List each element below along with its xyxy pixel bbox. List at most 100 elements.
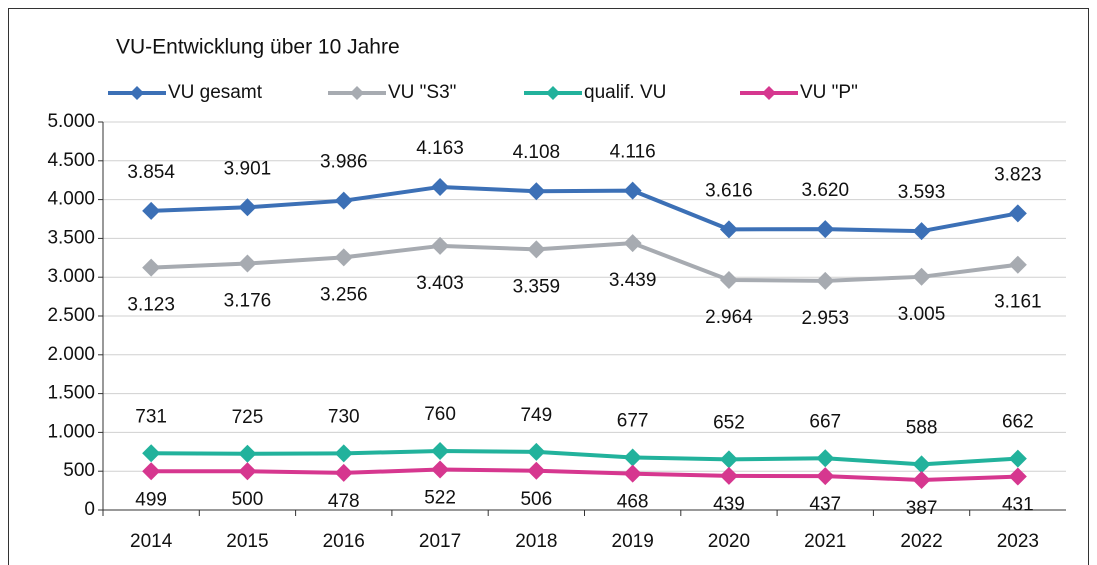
data-point	[142, 462, 161, 481]
data-point	[912, 455, 931, 474]
data-point	[527, 442, 546, 461]
y-tick-label: 0	[84, 499, 95, 520]
y-tick-label: 2.500	[47, 305, 95, 326]
x-tick-label: 2014	[130, 531, 173, 552]
data-label: 3.439	[609, 270, 657, 291]
data-point	[142, 258, 161, 277]
x-tick-label: 2022	[900, 531, 942, 552]
data-label: 2.964	[705, 307, 753, 328]
data-point	[431, 442, 450, 461]
series-line	[151, 467, 1018, 482]
data-label: 731	[135, 406, 167, 427]
data-point	[719, 466, 738, 485]
legend-label: VU gesamt	[168, 82, 263, 103]
data-point	[623, 464, 642, 483]
data-point	[623, 448, 642, 467]
data-label: 725	[232, 407, 264, 428]
data-point	[142, 444, 161, 463]
data-point	[142, 201, 161, 220]
data-label: 499	[135, 489, 167, 510]
data-point	[816, 271, 835, 290]
data-label: 652	[713, 412, 745, 433]
series-line	[151, 184, 1019, 234]
data-point	[527, 182, 546, 201]
data-label: 4.116	[610, 142, 656, 163]
data-label: 3.823	[994, 164, 1042, 185]
data-point	[238, 462, 257, 481]
data-point	[1008, 449, 1027, 468]
data-label: 3.616	[705, 180, 753, 201]
data-point	[527, 240, 546, 259]
x-tick-label: 2023	[997, 531, 1039, 552]
data-label: 506	[520, 489, 552, 510]
data-label: 3.256	[320, 284, 368, 305]
legend-label: qualif. VU	[584, 82, 666, 103]
legend-marker	[546, 86, 560, 100]
data-label: 478	[328, 491, 360, 512]
chart-title: VU-Entwicklung über 10 Jahre	[116, 36, 400, 59]
data-point	[527, 461, 546, 480]
data-label: 588	[906, 417, 938, 438]
data-point	[431, 460, 450, 479]
data-point	[816, 467, 835, 486]
data-label: 4.108	[513, 142, 561, 163]
data-label: 3.593	[898, 182, 946, 203]
legend-marker	[350, 86, 364, 100]
data-label: 730	[328, 406, 360, 427]
data-label: 500	[232, 489, 264, 510]
x-tick-label: 2015	[226, 531, 268, 552]
x-tick-label: 2017	[419, 531, 461, 552]
data-label: 2.953	[801, 308, 849, 329]
data-point	[1008, 255, 1027, 274]
data-label: 677	[617, 410, 649, 431]
legend-marker	[762, 86, 776, 100]
data-point	[816, 220, 835, 239]
data-point	[719, 450, 738, 469]
y-tick-label: 2.000	[47, 344, 95, 365]
y-tick-label: 4.000	[47, 189, 95, 210]
data-label: 3.005	[898, 304, 946, 325]
data-point	[816, 449, 835, 468]
x-tick-label: 2019	[612, 531, 654, 552]
data-point	[334, 444, 353, 463]
data-label: 667	[809, 411, 841, 432]
series-line	[151, 241, 1019, 283]
data-point	[1008, 204, 1027, 223]
data-label: 431	[1002, 495, 1034, 516]
data-point	[238, 444, 257, 463]
data-label: 437	[809, 494, 841, 515]
data-label: 522	[424, 488, 456, 509]
y-tick-label: 5.000	[47, 111, 95, 132]
data-label: 3.176	[224, 291, 272, 312]
data-label: 3.359	[513, 276, 561, 297]
legend-marker	[130, 86, 144, 100]
data-label: 749	[520, 405, 552, 426]
data-label: 468	[617, 492, 649, 513]
data-point	[719, 270, 738, 289]
data-point	[334, 463, 353, 482]
data-label: 3.986	[320, 152, 368, 173]
data-label: 760	[424, 404, 456, 425]
data-point	[334, 248, 353, 267]
data-label: 3.403	[416, 273, 464, 294]
y-tick-label: 3.500	[47, 227, 95, 248]
data-label: 387	[906, 498, 938, 519]
x-tick-label: 2020	[708, 531, 750, 552]
data-label: 3.123	[127, 295, 175, 316]
data-label: 439	[713, 494, 745, 515]
data-point	[238, 254, 257, 273]
y-tick-label: 1.500	[47, 383, 95, 404]
data-point	[431, 236, 450, 255]
x-tick-label: 2021	[804, 531, 846, 552]
data-label: 3.161	[994, 292, 1042, 313]
data-point	[719, 220, 738, 239]
data-point	[1008, 467, 1027, 486]
data-label: 4.163	[416, 138, 464, 159]
x-tick-label: 2018	[515, 531, 557, 552]
data-point	[912, 470, 931, 489]
y-tick-label: 4.500	[47, 150, 95, 171]
legend-label: VU "S3"	[388, 82, 456, 103]
data-point	[623, 181, 642, 200]
data-label: 3.620	[801, 180, 849, 201]
